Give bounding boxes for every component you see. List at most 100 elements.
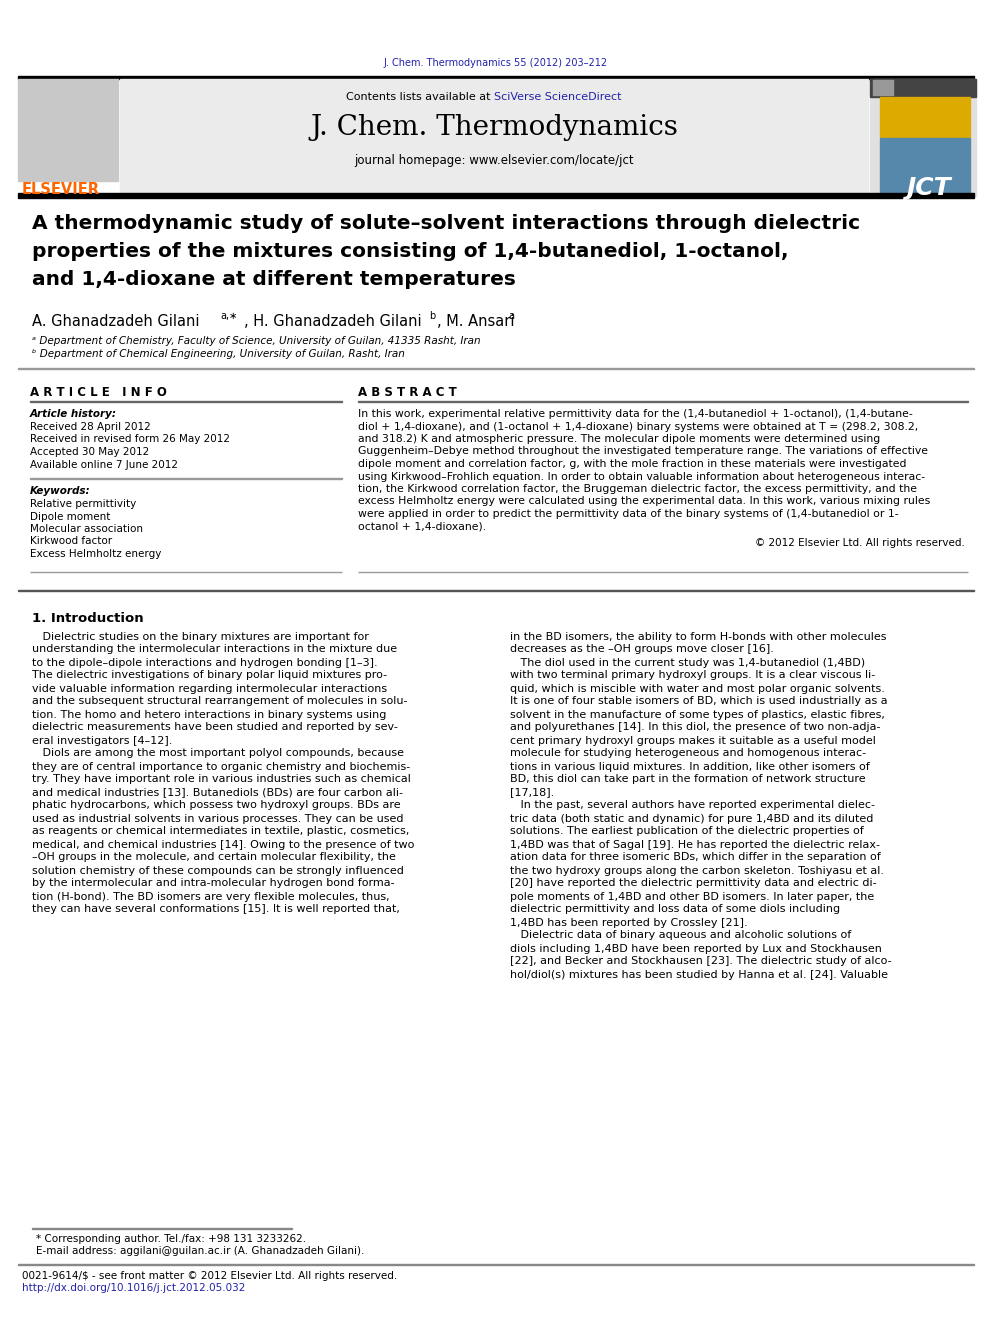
Text: octanol + 1,4-dioxane).: octanol + 1,4-dioxane). bbox=[358, 521, 486, 532]
Text: in the BD isomers, the ability to form H-bonds with other molecules: in the BD isomers, the ability to form H… bbox=[510, 631, 887, 642]
Bar bbox=[880, 138, 970, 193]
Text: they are of central importance to organic chemistry and biochemis-: they are of central importance to organi… bbox=[32, 762, 411, 771]
Text: hol/diol(s) mixtures has been studied by Hanna et al. [24]. Valuable: hol/diol(s) mixtures has been studied by… bbox=[510, 970, 888, 979]
Text: Guggenheim–Debye method throughout the investigated temperature range. The varia: Guggenheim–Debye method throughout the i… bbox=[358, 446, 928, 456]
Text: diol + 1,4-dioxane), and (1-octanol + 1,4-dioxane) binary systems were obtained : diol + 1,4-dioxane), and (1-octanol + 1,… bbox=[358, 422, 919, 431]
Text: solution chemistry of these compounds can be strongly influenced: solution chemistry of these compounds ca… bbox=[32, 865, 404, 876]
Text: J. Chem. Thermodynamics 55 (2012) 203–212: J. Chem. Thermodynamics 55 (2012) 203–21… bbox=[384, 58, 608, 67]
Text: Article history:: Article history: bbox=[30, 409, 117, 419]
Text: properties of the mixtures consisting of 1,4-butanediol, 1-octanol,: properties of the mixtures consisting of… bbox=[32, 242, 789, 261]
Text: [20] have reported the dielectric permittivity data and electric di-: [20] have reported the dielectric permit… bbox=[510, 878, 877, 889]
Text: to the dipole–dipole interactions and hydrogen bonding [1–3].: to the dipole–dipole interactions and hy… bbox=[32, 658, 378, 668]
Text: Keywords:: Keywords: bbox=[30, 486, 90, 496]
Text: eral investigators [4–12].: eral investigators [4–12]. bbox=[32, 736, 173, 745]
Text: In the past, several authors have reported experimental dielec-: In the past, several authors have report… bbox=[510, 800, 875, 811]
Text: diols including 1,4BD have been reported by Lux and Stockhausen: diols including 1,4BD have been reported… bbox=[510, 943, 882, 954]
Text: [17,18].: [17,18]. bbox=[510, 787, 555, 798]
Text: excess Helmholtz energy were calculated using the experimental data. In this wor: excess Helmholtz energy were calculated … bbox=[358, 496, 930, 507]
Bar bbox=[873, 79, 893, 95]
Text: A. Ghanadzadeh Gilani: A. Ghanadzadeh Gilani bbox=[32, 314, 199, 329]
Text: dipole moment and correlation factor, g, with the mole fraction in these materia: dipole moment and correlation factor, g,… bbox=[358, 459, 907, 468]
Text: JCT: JCT bbox=[906, 176, 950, 200]
Bar bbox=[880, 97, 970, 138]
Text: http://dx.doi.org/10.1016/j.jct.2012.05.032: http://dx.doi.org/10.1016/j.jct.2012.05.… bbox=[22, 1283, 245, 1293]
Text: as reagents or chemical intermediates in textile, plastic, cosmetics,: as reagents or chemical intermediates in… bbox=[32, 827, 410, 836]
Text: they can have several conformations [15]. It is well reported that,: they can have several conformations [15]… bbox=[32, 905, 400, 914]
Text: cent primary hydroxyl groups makes it suitable as a useful model: cent primary hydroxyl groups makes it su… bbox=[510, 736, 876, 745]
Text: SciVerse ScienceDirect: SciVerse ScienceDirect bbox=[494, 93, 622, 102]
Bar bbox=[870, 79, 976, 196]
Text: and medical industries [13]. Butanediols (BDs) are four carbon ali-: and medical industries [13]. Butanediols… bbox=[32, 787, 403, 798]
Text: decreases as the –OH groups move closer [16].: decreases as the –OH groups move closer … bbox=[510, 644, 774, 655]
Text: Available online 7 June 2012: Available online 7 June 2012 bbox=[30, 459, 178, 470]
Text: using Kirkwood–Frohlich equation. In order to obtain valuable information about : using Kirkwood–Frohlich equation. In ord… bbox=[358, 471, 926, 482]
Text: Dielectric data of binary aqueous and alcoholic solutions of: Dielectric data of binary aqueous and al… bbox=[510, 930, 851, 941]
Text: A thermodynamic study of solute–solvent interactions through dielectric: A thermodynamic study of solute–solvent … bbox=[32, 214, 860, 233]
Text: 1. Introduction: 1. Introduction bbox=[32, 611, 144, 624]
Bar bbox=[18, 79, 118, 181]
Bar bbox=[18, 193, 974, 198]
Text: A B S T R A C T: A B S T R A C T bbox=[358, 386, 456, 400]
Text: and 1,4-dioxane at different temperatures: and 1,4-dioxane at different temperature… bbox=[32, 270, 516, 288]
Text: dielectric permittivity and loss data of some diols including: dielectric permittivity and loss data of… bbox=[510, 905, 840, 914]
Text: dielectric measurements have been studied and reported by sev-: dielectric measurements have been studie… bbox=[32, 722, 398, 733]
Text: [22], and Becker and Stockhausen [23]. The dielectric study of alco-: [22], and Becker and Stockhausen [23]. T… bbox=[510, 957, 892, 967]
Text: The diol used in the current study was 1,4-butanediol (1,4BD): The diol used in the current study was 1… bbox=[510, 658, 865, 668]
Text: and the subsequent structural rearrangement of molecules in solu-: and the subsequent structural rearrangem… bbox=[32, 696, 408, 706]
Text: quid, which is miscible with water and most polar organic solvents.: quid, which is miscible with water and m… bbox=[510, 684, 885, 693]
Text: tion (H-bond). The BD isomers are very flexible molecules, thus,: tion (H-bond). The BD isomers are very f… bbox=[32, 892, 390, 901]
Text: tion, the Kirkwood correlation factor, the Bruggeman dielectric factor, the exce: tion, the Kirkwood correlation factor, t… bbox=[358, 484, 917, 493]
Text: medical, and chemical industries [14]. Owing to the presence of two: medical, and chemical industries [14]. O… bbox=[32, 840, 415, 849]
Text: and polyurethanes [14]. In this diol, the presence of two non-adja-: and polyurethanes [14]. In this diol, th… bbox=[510, 722, 881, 733]
Text: used as industrial solvents in various processes. They can be used: used as industrial solvents in various p… bbox=[32, 814, 404, 823]
Text: understanding the intermolecular interactions in the mixture due: understanding the intermolecular interac… bbox=[32, 644, 397, 655]
Bar bbox=[120, 79, 868, 196]
Text: , M. Ansari: , M. Ansari bbox=[437, 314, 515, 329]
Text: and 318.2) K and atmospheric pressure. The molecular dipole moments were determi: and 318.2) K and atmospheric pressure. T… bbox=[358, 434, 880, 445]
Text: tions in various liquid mixtures. In addition, like other isomers of: tions in various liquid mixtures. In add… bbox=[510, 762, 870, 771]
Text: pole moments of 1,4BD and other BD isomers. In later paper, the: pole moments of 1,4BD and other BD isome… bbox=[510, 892, 874, 901]
Bar bbox=[870, 79, 976, 97]
Text: were applied in order to predict the permittivity data of the binary systems of : were applied in order to predict the per… bbox=[358, 509, 899, 519]
Text: with two terminal primary hydroxyl groups. It is a clear viscous li-: with two terminal primary hydroxyl group… bbox=[510, 671, 875, 680]
Text: vide valuable information regarding intermolecular interactions: vide valuable information regarding inte… bbox=[32, 684, 387, 693]
Bar bbox=[18, 75, 974, 79]
Text: journal homepage: www.elsevier.com/locate/jct: journal homepage: www.elsevier.com/locat… bbox=[354, 153, 634, 167]
Text: tion. The homo and hetero interactions in binary systems using: tion. The homo and hetero interactions i… bbox=[32, 709, 386, 720]
Text: BD, this diol can take part in the formation of network structure: BD, this diol can take part in the forma… bbox=[510, 774, 866, 785]
Text: A R T I C L E   I N F O: A R T I C L E I N F O bbox=[30, 386, 167, 400]
Text: phatic hydrocarbons, which possess two hydroxyl groups. BDs are: phatic hydrocarbons, which possess two h… bbox=[32, 800, 401, 811]
Text: ᵃ Department of Chemistry, Faculty of Science, University of Guilan, 41335 Rasht: ᵃ Department of Chemistry, Faculty of Sc… bbox=[32, 336, 481, 347]
Text: The dielectric investigations of binary polar liquid mixtures pro-: The dielectric investigations of binary … bbox=[32, 671, 387, 680]
Text: * Corresponding author. Tel./fax: +98 131 3233262.: * Corresponding author. Tel./fax: +98 13… bbox=[36, 1234, 307, 1244]
Text: a: a bbox=[508, 311, 514, 321]
Text: Molecular association: Molecular association bbox=[30, 524, 143, 534]
Text: tric data (both static and dynamic) for pure 1,4BD and its diluted: tric data (both static and dynamic) for … bbox=[510, 814, 873, 823]
Text: ation data for three isomeric BDs, which differ in the separation of: ation data for three isomeric BDs, which… bbox=[510, 852, 881, 863]
Text: a,∗: a,∗ bbox=[220, 311, 237, 321]
Text: Diols are among the most important polyol compounds, because: Diols are among the most important polyo… bbox=[32, 749, 404, 758]
Text: 0021-9614/$ - see front matter © 2012 Elsevier Ltd. All rights reserved.: 0021-9614/$ - see front matter © 2012 El… bbox=[22, 1271, 397, 1281]
Text: by the intermolecular and intra-molecular hydrogen bond forma-: by the intermolecular and intra-molecula… bbox=[32, 878, 395, 889]
Text: In this work, experimental relative permittivity data for the (1,4-butanediol + : In this work, experimental relative perm… bbox=[358, 409, 913, 419]
Text: © 2012 Elsevier Ltd. All rights reserved.: © 2012 Elsevier Ltd. All rights reserved… bbox=[755, 538, 965, 548]
Text: ELSEVIER: ELSEVIER bbox=[22, 183, 100, 197]
Text: Contents lists available at: Contents lists available at bbox=[346, 93, 494, 102]
Text: E-mail address: aggilani@guilan.ac.ir (A. Ghanadzadeh Gilani).: E-mail address: aggilani@guilan.ac.ir (A… bbox=[36, 1246, 364, 1256]
Text: 1,4BD was that of Sagal [19]. He has reported the dielectric relax-: 1,4BD was that of Sagal [19]. He has rep… bbox=[510, 840, 880, 849]
Text: b: b bbox=[429, 311, 435, 321]
Text: Accepted 30 May 2012: Accepted 30 May 2012 bbox=[30, 447, 149, 456]
Text: It is one of four stable isomers of BD, which is used industrially as a: It is one of four stable isomers of BD, … bbox=[510, 696, 888, 706]
Text: J. Chem. Thermodynamics: J. Chem. Thermodynamics bbox=[310, 114, 678, 142]
Text: Excess Helmholtz energy: Excess Helmholtz energy bbox=[30, 549, 162, 560]
Text: try. They have important role in various industries such as chemical: try. They have important role in various… bbox=[32, 774, 411, 785]
Text: Relative permittivity: Relative permittivity bbox=[30, 499, 136, 509]
Text: solutions. The earliest publication of the dielectric properties of: solutions. The earliest publication of t… bbox=[510, 827, 864, 836]
Text: the two hydroxy groups along the carbon skeleton. Toshiyasu et al.: the two hydroxy groups along the carbon … bbox=[510, 865, 884, 876]
Text: 1,4BD has been reported by Crossley [21].: 1,4BD has been reported by Crossley [21]… bbox=[510, 917, 748, 927]
Text: Kirkwood factor: Kirkwood factor bbox=[30, 537, 112, 546]
Text: ᵇ Department of Chemical Engineering, University of Guilan, Rasht, Iran: ᵇ Department of Chemical Engineering, Un… bbox=[32, 349, 405, 359]
Text: Received in revised form 26 May 2012: Received in revised form 26 May 2012 bbox=[30, 434, 230, 445]
Text: –OH groups in the molecule, and certain molecular flexibility, the: –OH groups in the molecule, and certain … bbox=[32, 852, 396, 863]
Text: Received 28 April 2012: Received 28 April 2012 bbox=[30, 422, 151, 433]
